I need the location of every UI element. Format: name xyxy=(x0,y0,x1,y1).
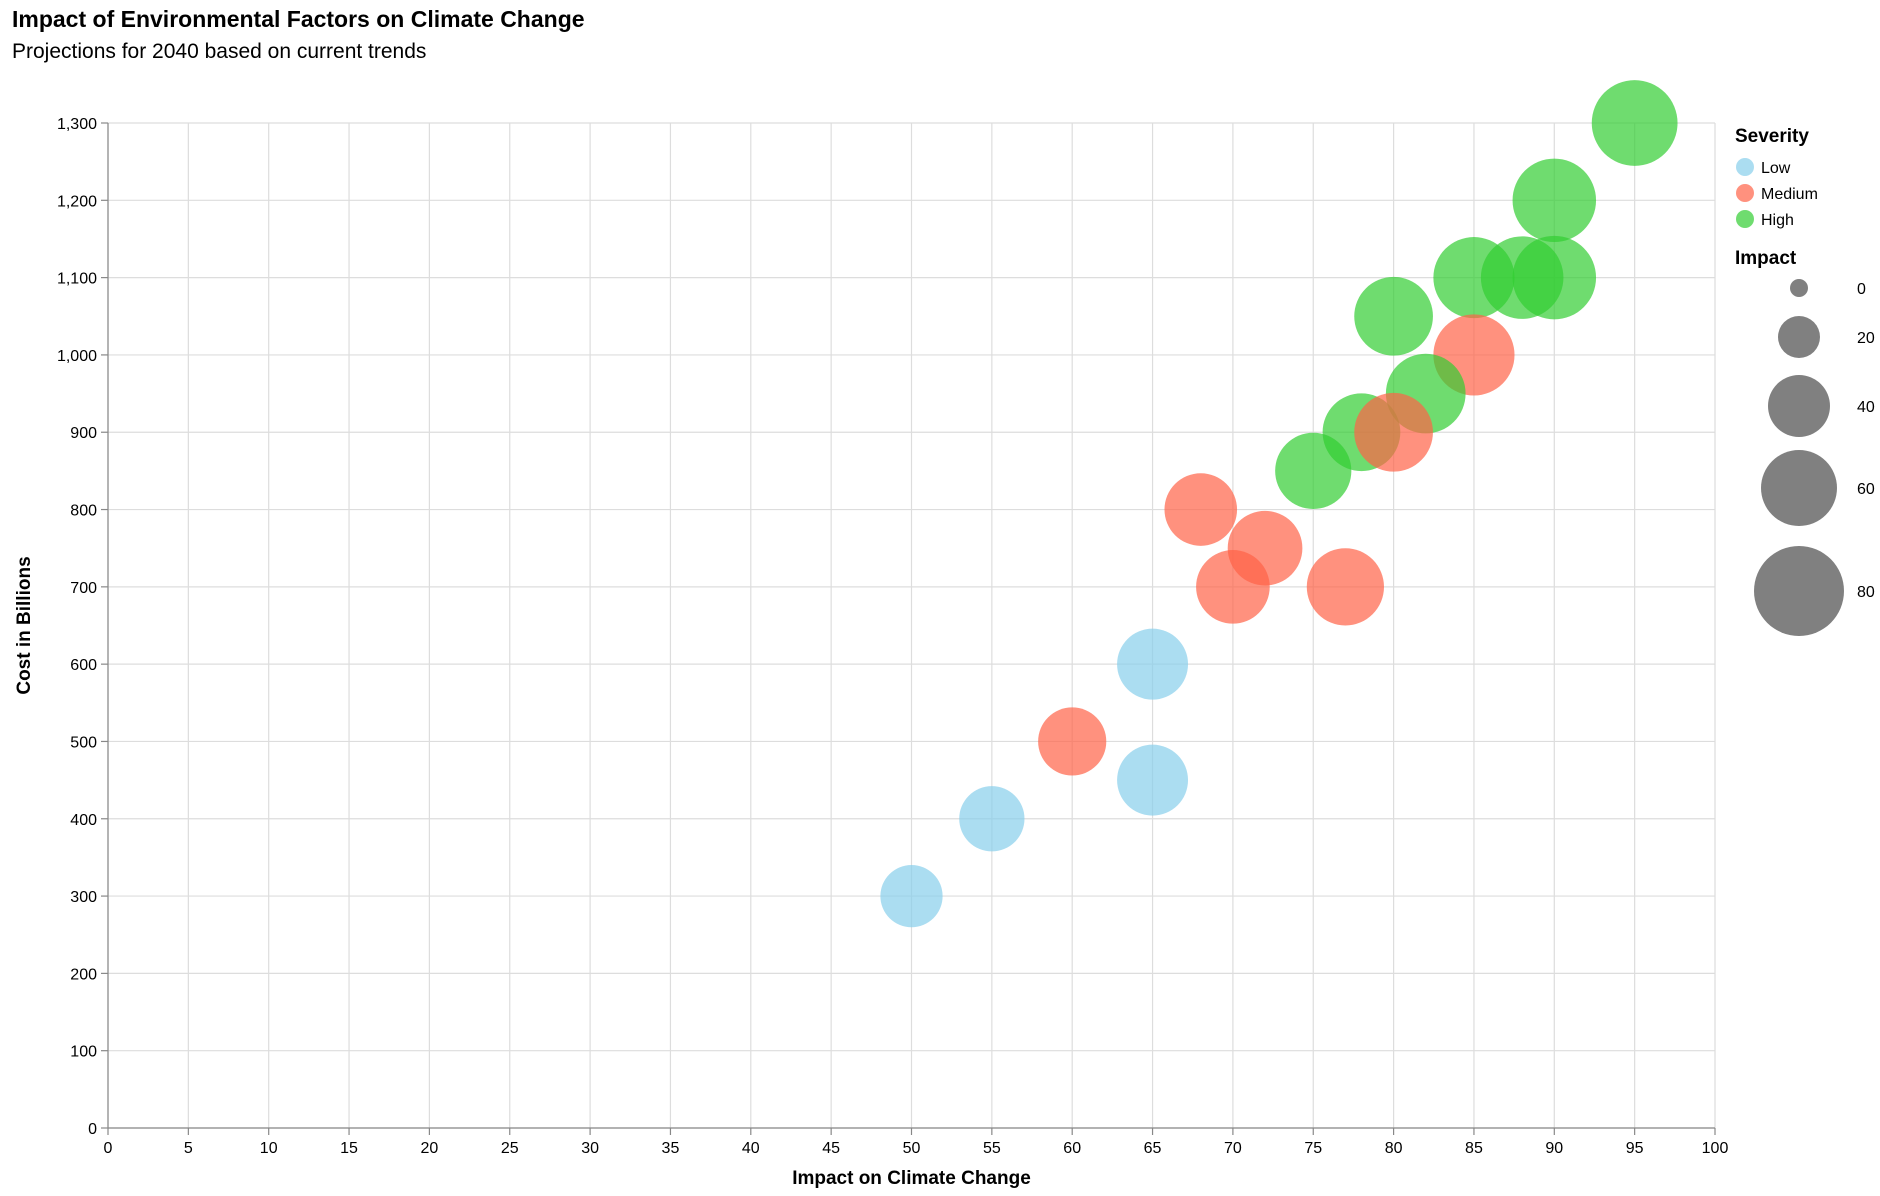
x-tick-label: 60 xyxy=(1063,1140,1081,1157)
legend-size-label: 40 xyxy=(1857,399,1875,416)
x-tick-label: 0 xyxy=(104,1140,113,1157)
legend: Severity Low Medium High Impact 0 20 40 60 80 xyxy=(1735,126,1875,636)
legend-size-bubble xyxy=(1761,450,1837,526)
y-tick-label: 300 xyxy=(70,889,97,906)
legend-swatch-high xyxy=(1736,210,1754,228)
data-point-low xyxy=(959,786,1025,852)
x-tick-label: 50 xyxy=(903,1140,921,1157)
data-point-high xyxy=(1275,432,1352,509)
legend-impact-title: Impact xyxy=(1735,248,1797,269)
x-tick-label: 75 xyxy=(1304,1140,1322,1157)
data-point-low xyxy=(880,864,943,928)
data-point-low xyxy=(1117,744,1189,816)
y-tick-label: 500 xyxy=(70,734,97,751)
x-tick-label: 80 xyxy=(1385,1140,1403,1157)
legend-label-low: Low xyxy=(1761,160,1791,177)
x-tick-label: 30 xyxy=(581,1140,599,1157)
y-tick-label: 0 xyxy=(88,1121,97,1138)
x-tick-label: 5 xyxy=(184,1140,193,1157)
x-tick-label: 70 xyxy=(1224,1140,1242,1157)
data-point-medium xyxy=(1164,473,1238,546)
data-point-medium xyxy=(1038,707,1107,776)
chart-title: Impact of Environmental Factors on Clima… xyxy=(12,6,585,32)
y-tick-label: 1,100 xyxy=(57,271,97,288)
y-tick-label: 900 xyxy=(70,425,97,442)
legend-size-label: 0 xyxy=(1857,281,1866,298)
data-point-medium xyxy=(1306,548,1384,626)
legend-label-medium: Medium xyxy=(1761,186,1818,203)
y-tick-label: 100 xyxy=(70,1044,97,1061)
x-tick-label: 45 xyxy=(822,1140,840,1157)
y-tick-label: 400 xyxy=(70,812,97,829)
legend-size-bubble xyxy=(1790,279,1808,297)
x-axis-title: Impact on Climate Change xyxy=(792,1168,1031,1189)
data-point-high xyxy=(1512,158,1597,243)
x-tick-label: 20 xyxy=(421,1140,439,1157)
data-point-high xyxy=(1591,80,1678,166)
y-tick-label: 700 xyxy=(70,580,97,597)
data-points xyxy=(880,80,1678,928)
y-tick-label: 600 xyxy=(70,657,97,674)
y-tick-label: 1,300 xyxy=(57,116,97,133)
legend-swatch-medium xyxy=(1736,184,1754,202)
data-point-high xyxy=(1512,235,1597,320)
x-tick-label: 40 xyxy=(742,1140,760,1157)
legend-swatch-low xyxy=(1736,158,1754,176)
data-point-medium xyxy=(1196,550,1270,624)
x-tick-label: 65 xyxy=(1144,1140,1162,1157)
data-point-high xyxy=(1354,276,1433,356)
legend-size-label: 20 xyxy=(1857,330,1875,347)
legend-severity-title: Severity xyxy=(1735,126,1809,147)
x-tick-label: 55 xyxy=(983,1140,1001,1157)
y-axis-title: Cost in Billions xyxy=(14,556,35,694)
x-tick-label: 100 xyxy=(1702,1140,1729,1157)
x-tick-label: 10 xyxy=(260,1140,278,1157)
y-tick-label: 1,000 xyxy=(57,348,97,365)
legend-size-label: 80 xyxy=(1857,584,1875,601)
x-tick-label: 85 xyxy=(1465,1140,1483,1157)
legend-size-label: 60 xyxy=(1857,481,1875,498)
chart-subtitle: Projections for 2040 based on current tr… xyxy=(12,40,427,63)
x-tick-label: 15 xyxy=(340,1140,358,1157)
legend-size-bubble xyxy=(1754,546,1844,636)
legend-size-bubble xyxy=(1778,316,1820,358)
data-point-medium xyxy=(1354,392,1433,472)
legend-label-high: High xyxy=(1761,212,1794,229)
legend-size-bubble xyxy=(1768,375,1830,437)
y-tick-label: 1,200 xyxy=(57,193,97,210)
x-tick-label: 95 xyxy=(1626,1140,1644,1157)
x-tick-label: 90 xyxy=(1545,1140,1563,1157)
x-tick-label: 25 xyxy=(501,1140,519,1157)
y-tick-label: 800 xyxy=(70,503,97,520)
y-tick-label: 200 xyxy=(70,966,97,983)
x-tick-label: 35 xyxy=(662,1140,680,1157)
data-point-low xyxy=(1117,628,1189,700)
axes: 0 5 10 15 20 25 30 35 40 45 50 55 60 65 70 75 80 85 90 95 10… xyxy=(14,116,1728,1189)
